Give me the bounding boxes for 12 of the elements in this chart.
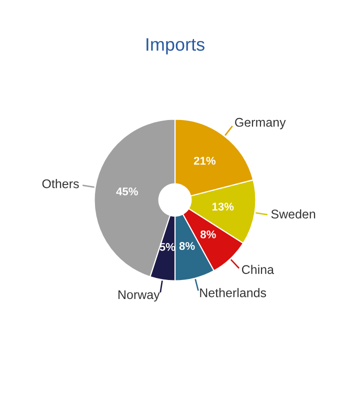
data-label: 8% (200, 230, 216, 238)
chart-title: Imports (146, 38, 204, 54)
data-label: 21% (194, 156, 216, 165)
slice-label: Germany (235, 118, 286, 130)
slice-label: Netherlands (200, 288, 266, 298)
slice-label: China (242, 264, 274, 274)
slice-label: Norway (118, 290, 160, 302)
slice-label: Sweden (271, 209, 316, 219)
data-label: 13% (212, 202, 234, 211)
data-label: 8% (179, 242, 195, 250)
slice-label: Others (42, 179, 79, 188)
data-label: 45% (116, 188, 138, 196)
